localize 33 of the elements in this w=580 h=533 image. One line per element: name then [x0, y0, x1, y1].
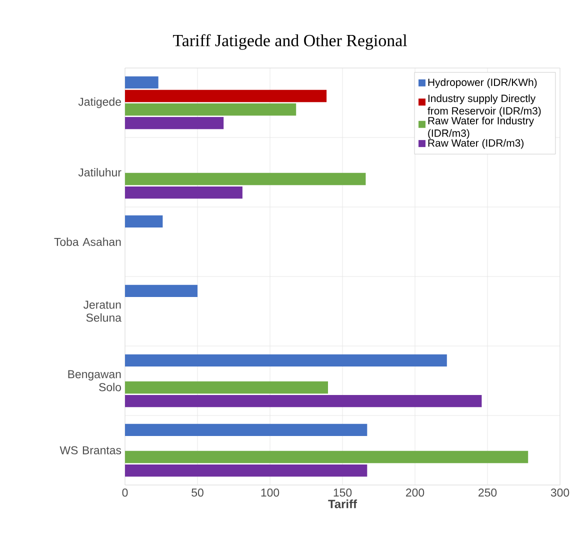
legend-label: Raw Water for Industry (IDR/m3): [428, 116, 534, 139]
bar: [125, 450, 528, 464]
bar: [125, 284, 198, 298]
x-tick-label: 50: [192, 488, 204, 497]
y-tick-label: Jeratun Seluna: [83, 300, 122, 322]
x-tick-label: 0: [122, 488, 128, 497]
y-tick-label: Jatiluhur: [78, 168, 122, 176]
bar: [125, 424, 368, 436]
y-tick-label: Jatigede: [78, 97, 121, 108]
y-tick-label: WS Brantas: [60, 446, 122, 454]
bar: [125, 103, 296, 116]
bar: [125, 172, 366, 186]
bar: [125, 116, 224, 130]
bar: [125, 381, 328, 394]
legend-label: Raw Water (IDR/m3): [428, 139, 524, 149]
bar: [125, 215, 163, 228]
x-axis-title: Tariff: [328, 500, 358, 508]
x-tick-label: 300: [550, 488, 570, 497]
x-tick-label: 200: [406, 488, 424, 497]
bar: [125, 186, 242, 199]
bar: [125, 354, 447, 367]
bar: [125, 464, 368, 477]
chart-title: Tariff Jatigede and Other Regional: [173, 34, 407, 50]
bar: [125, 394, 482, 408]
legend-label: Industry supply Directly from Reservoir (IDR/m3): [428, 94, 541, 117]
bar: [125, 76, 158, 89]
y-tick-label: Bengawan Solo: [68, 370, 121, 392]
x-tick-label: 100: [261, 488, 280, 497]
x-tick-label: 150: [334, 488, 352, 497]
legend-label: Hydropower (IDR/KWh): [428, 78, 537, 88]
bar: [125, 90, 327, 102]
x-tick-label: 250: [478, 488, 497, 497]
y-tick-label: Toba Asahan: [54, 238, 121, 246]
